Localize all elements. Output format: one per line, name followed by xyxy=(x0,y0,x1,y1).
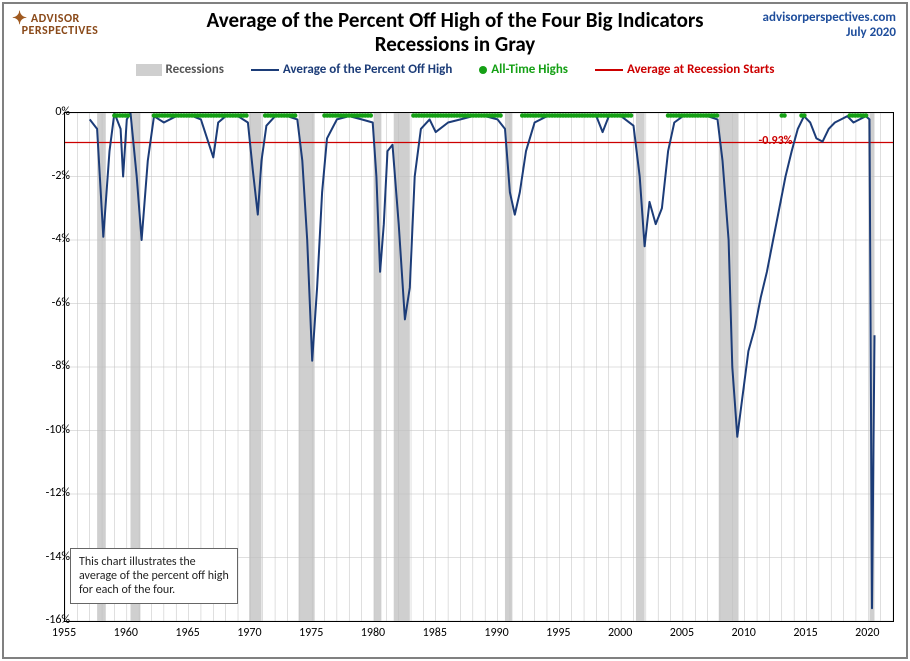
y-tick-label: -4% xyxy=(20,232,70,246)
legend-highs: All-Time Highs xyxy=(479,62,571,77)
legend-main: Average of the Percent Off High xyxy=(251,62,455,77)
y-tick-label: -14% xyxy=(20,550,70,564)
y-tick-label: -8% xyxy=(20,359,70,373)
attribution: advisorperspectives.com July 2020 xyxy=(763,10,896,40)
x-tick-label: 1980 xyxy=(361,626,385,640)
x-tick-label: 2015 xyxy=(793,626,817,640)
y-tick-label: -2% xyxy=(20,169,70,183)
x-tick-label: 1995 xyxy=(546,626,570,640)
x-tick-label: 2010 xyxy=(732,626,756,640)
x-tick-label: 1960 xyxy=(114,626,138,640)
site-url: advisorperspectives.com xyxy=(763,10,896,25)
x-tick-label: 1955 xyxy=(52,626,76,640)
y-tick-label: -10% xyxy=(20,423,70,437)
dot-swatch-icon xyxy=(479,66,487,74)
chart-frame: ✦ ADVISOR PERSPECTIVES advisorperspectiv… xyxy=(2,2,908,659)
red-line-swatch-icon xyxy=(595,69,623,71)
x-tick-label: 2020 xyxy=(855,626,879,640)
y-tick-label: -6% xyxy=(20,296,70,310)
x-tick-label: 1975 xyxy=(299,626,323,640)
x-tick-label: 1990 xyxy=(484,626,508,640)
y-tick-label: 0% xyxy=(20,105,70,119)
line-swatch-icon xyxy=(251,69,279,71)
footnote-box: This chart illustrates the average of th… xyxy=(70,548,238,604)
chart-svg xyxy=(65,113,893,621)
title-line1: Average of the Percent Off High of the F… xyxy=(207,7,704,33)
legend: Recessions Average of the Percent Off Hi… xyxy=(4,62,906,77)
chart-date: July 2020 xyxy=(846,25,896,40)
legend-recessions: Recessions xyxy=(136,62,227,77)
x-tick-label: 1965 xyxy=(175,626,199,640)
plot-area xyxy=(64,112,894,622)
compass-icon: ✦ xyxy=(12,7,28,29)
ref-line-annotation: -0.93% xyxy=(759,134,793,148)
legend-avg-start: Average at Recession Starts xyxy=(595,62,775,77)
x-tick-label: 2005 xyxy=(670,626,694,640)
y-tick-label: -12% xyxy=(20,486,70,500)
y-tick-label: -16% xyxy=(20,613,70,627)
title-line2: Recessions in Gray xyxy=(375,31,536,57)
brand-logo: ✦ ADVISOR PERSPECTIVES xyxy=(12,10,98,37)
x-tick-label: 2000 xyxy=(608,626,632,640)
x-tick-label: 1985 xyxy=(423,626,447,640)
x-tick-label: 1970 xyxy=(237,626,261,640)
recession-swatch-icon xyxy=(136,64,162,76)
logo-line2: PERSPECTIVES xyxy=(22,24,99,38)
